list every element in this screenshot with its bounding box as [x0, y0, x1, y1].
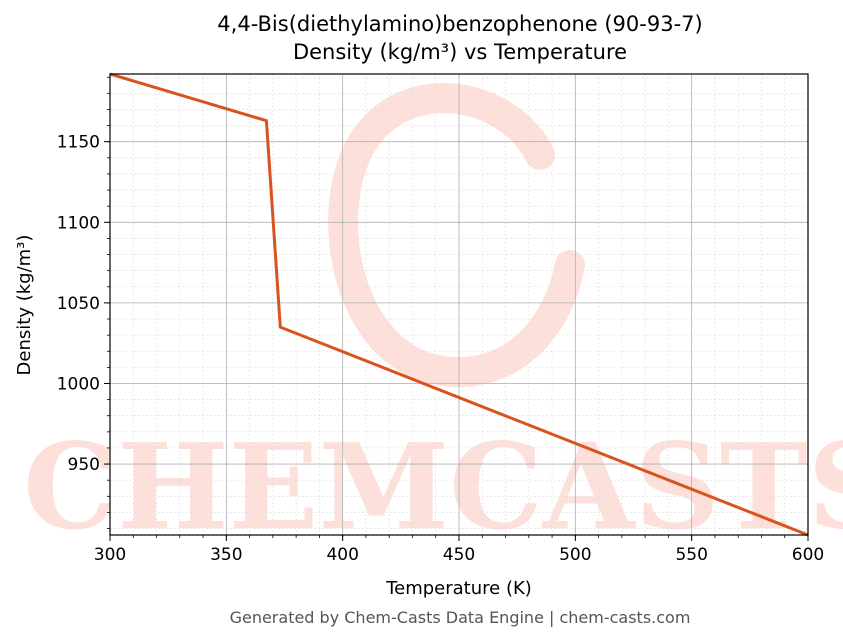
chemcasts-watermark: CHEMCASTS: [23, 83, 843, 556]
x-tick-label: 300: [94, 545, 126, 565]
x-axis-label: Temperature (K): [385, 578, 532, 599]
y-axis-label: Density (kg/m³): [14, 235, 35, 376]
y-axis-ticks: 950 1000 1050 1100 1150: [57, 76, 110, 529]
watermark-text: CHEMCASTS: [23, 417, 843, 556]
chart-title-line-2: Density (kg/m³) vs Temperature: [292, 40, 628, 64]
x-tick-label: 400: [326, 545, 358, 565]
chart-title-line-1: 4,4-Bis(diethylamino)benzophenone (90-93…: [217, 12, 703, 36]
x-tick-label: 350: [210, 545, 242, 565]
y-tick-label: 1050: [57, 294, 100, 314]
watermark-logo-arc: [328, 83, 585, 387]
y-tick-label: 1150: [57, 133, 100, 153]
x-axis-ticks: 300 350 400 450 500 550 600: [94, 535, 824, 565]
x-tick-label: 450: [443, 545, 475, 565]
y-tick-label: 1100: [57, 213, 100, 233]
x-tick-label: 500: [559, 545, 591, 565]
y-tick-label: 1000: [57, 374, 100, 394]
x-tick-label: 600: [792, 545, 824, 565]
footer-credit: Generated by Chem-Casts Data Engine | ch…: [229, 608, 691, 627]
y-tick-label: 950: [68, 455, 100, 475]
x-tick-label: 550: [675, 545, 707, 565]
density-series-line: [109, 72, 809, 537]
